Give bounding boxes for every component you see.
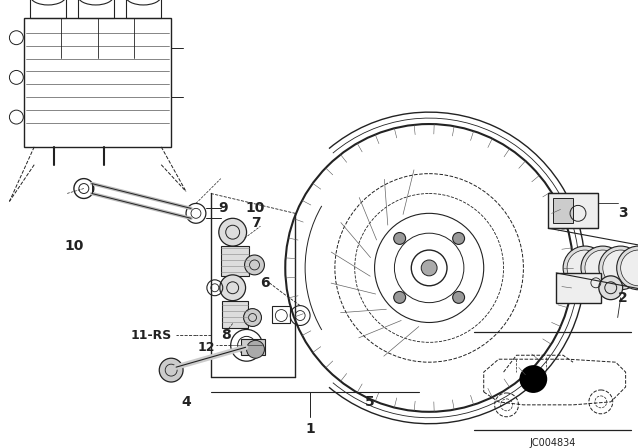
Text: 4: 4 (181, 395, 191, 409)
Text: JC004834: JC004834 (529, 438, 575, 448)
Circle shape (394, 292, 406, 303)
Circle shape (159, 358, 183, 382)
Circle shape (585, 250, 621, 286)
Bar (24, 18, 171, 147)
Circle shape (452, 292, 465, 303)
Text: 2: 2 (618, 291, 627, 305)
Circle shape (599, 246, 640, 290)
Bar (78, 0, 114, 18)
Circle shape (452, 233, 465, 245)
Bar (553, 198, 573, 223)
Text: 1: 1 (305, 422, 315, 435)
Text: 10: 10 (246, 202, 265, 215)
Circle shape (617, 246, 640, 290)
Circle shape (394, 233, 406, 245)
Bar (273, 306, 290, 323)
Bar (556, 273, 601, 303)
Bar (125, 0, 161, 18)
Text: 6: 6 (260, 276, 270, 290)
Circle shape (567, 250, 603, 286)
Circle shape (421, 260, 437, 276)
Bar (548, 194, 598, 228)
Circle shape (220, 275, 246, 301)
Text: 8: 8 (221, 328, 230, 342)
Text: 5: 5 (365, 395, 374, 409)
Circle shape (599, 276, 623, 300)
Circle shape (520, 365, 547, 393)
Bar (222, 301, 248, 328)
Text: 9: 9 (218, 202, 228, 215)
Text: 11-RS: 11-RS (131, 329, 172, 342)
Circle shape (244, 309, 262, 327)
Circle shape (244, 255, 264, 275)
Text: 7: 7 (251, 216, 260, 230)
Circle shape (219, 218, 246, 246)
Bar (241, 339, 266, 355)
Circle shape (621, 250, 640, 286)
Bar (30, 0, 66, 18)
Circle shape (246, 340, 264, 358)
Circle shape (581, 246, 625, 290)
Circle shape (603, 250, 639, 286)
Text: 10: 10 (64, 239, 84, 253)
Text: 3: 3 (618, 207, 627, 220)
Circle shape (563, 246, 607, 290)
Bar (221, 246, 248, 276)
Text: 12: 12 (197, 341, 214, 354)
